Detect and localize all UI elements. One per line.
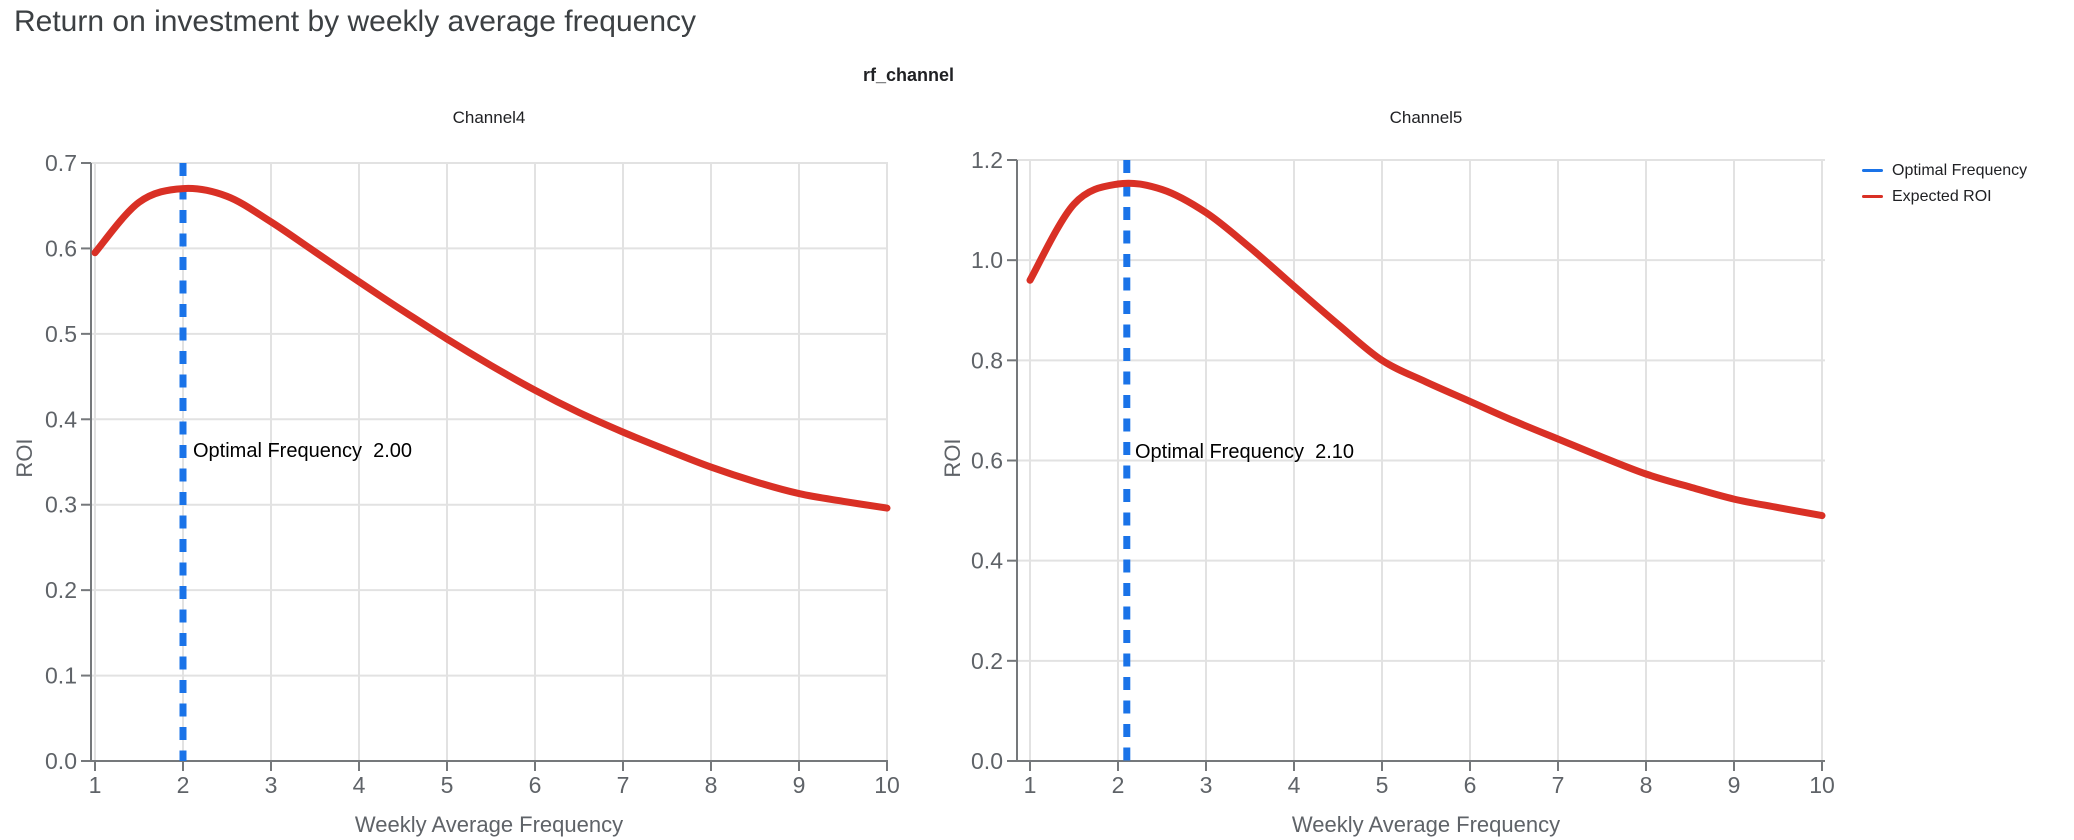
y-tick-label: 0.0	[971, 748, 1003, 774]
y-tick-label: 0.5	[45, 321, 77, 347]
figure-facet-title: rf_channel	[863, 65, 955, 85]
x-tick-label: 9	[793, 772, 806, 798]
x-tick-label: 7	[1552, 772, 1565, 798]
x-tick-label: 3	[1200, 772, 1213, 798]
y-tick-label: 1.2	[971, 147, 1003, 173]
page-title: Return on investment by weekly average f…	[14, 5, 697, 38]
legend: Optimal Frequency Expected ROI	[1862, 161, 2027, 206]
x-axis-title-channel4: Weekly Average Frequency	[354, 812, 624, 837]
expected-roi-curve	[1026, 179, 1826, 520]
y-tick-label: 1.0	[971, 247, 1003, 273]
y-tick-label: 0.6	[971, 448, 1003, 474]
x-tick-label: 1	[1024, 772, 1037, 798]
y-tick-label: 0.0	[45, 748, 77, 774]
x-tick-label: 4	[353, 772, 366, 798]
chart-title-channel4: Channel4	[452, 108, 526, 127]
x-tick-label: 8	[705, 772, 718, 798]
legend-item-expected-roi: Expected ROI	[1862, 187, 2027, 206]
x-tick-label: 2	[1112, 772, 1125, 798]
y-tick-label: 0.2	[45, 577, 77, 603]
x-tick-label: 6	[1464, 772, 1477, 798]
y-axis-title-channel4: ROI	[12, 438, 37, 478]
y-tick-label: 0.1	[45, 663, 77, 689]
legend-item-optimal-frequency: Optimal Frequency	[1862, 161, 2027, 180]
x-tick-label: 5	[1376, 772, 1389, 798]
y-tick-label: 0.3	[45, 492, 77, 518]
x-tick-label: 4	[1288, 772, 1301, 798]
x-tick-label: 9	[1728, 772, 1741, 798]
y-tick-label: 0.8	[971, 347, 1003, 373]
x-tick-label: 7	[617, 772, 630, 798]
x-tick-label: 5	[441, 772, 454, 798]
expected-roi-curve	[91, 184, 891, 512]
y-axis-title-channel5: ROI	[940, 438, 965, 478]
y-tick-label: 0.7	[45, 150, 77, 176]
legend-label-optimal-frequency: Optimal Frequency	[1892, 162, 2028, 179]
optimal-frequency-annotation-channel4: Optimal Frequency 2.00	[193, 440, 412, 462]
x-tick-label: 2	[177, 772, 190, 798]
x-axis-title-channel5: Weekly Average Frequency	[1291, 812, 1561, 837]
y-tick-label: 0.4	[971, 548, 1003, 574]
chart-title-channel5: Channel5	[1389, 108, 1463, 127]
x-tick-label: 10	[874, 772, 900, 798]
expected-roi-line-swatch	[1862, 194, 1883, 199]
legend-label-expected-roi: Expected ROI	[1892, 188, 1992, 205]
x-tick-label: 8	[1640, 772, 1653, 798]
x-tick-label: 10	[1809, 772, 1835, 798]
y-tick-label: 0.4	[45, 406, 77, 432]
y-tick-label: 0.2	[971, 648, 1003, 674]
optimal-frequency-line-swatch	[1862, 168, 1883, 173]
x-tick-label: 1	[89, 772, 102, 798]
y-tick-label: 0.6	[45, 235, 77, 261]
x-tick-label: 3	[265, 772, 278, 798]
x-tick-label: 6	[529, 772, 542, 798]
optimal-frequency-annotation-channel5: Optimal Frequency 2.10	[1135, 441, 1354, 463]
